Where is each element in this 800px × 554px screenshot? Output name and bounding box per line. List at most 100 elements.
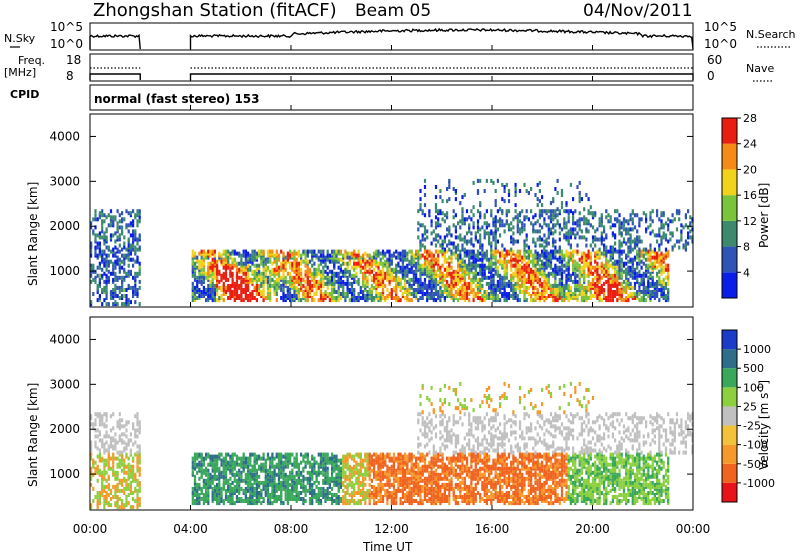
power-cell	[333, 281, 336, 286]
power-cell	[633, 237, 637, 242]
power-cell	[572, 211, 575, 216]
power-cell	[558, 209, 561, 214]
power-cell	[536, 203, 539, 208]
power-cell	[512, 263, 515, 268]
power-cell	[426, 261, 429, 266]
power-cell	[235, 261, 239, 266]
power-cell	[90, 263, 93, 268]
power-cell	[574, 209, 577, 214]
power-cell	[638, 247, 641, 252]
power-cell	[457, 298, 460, 303]
power-cell	[684, 239, 687, 244]
power-cell	[191, 298, 194, 303]
power-cell	[567, 257, 570, 262]
velocity-cell	[200, 470, 203, 475]
power-cell	[638, 273, 641, 278]
power-cell	[423, 225, 427, 230]
velocity-cell	[244, 491, 247, 495]
velocity-cell	[136, 503, 139, 508]
power-cell	[488, 257, 491, 262]
power-cell	[222, 288, 225, 292]
power-cell	[441, 290, 444, 294]
power-cell	[587, 271, 590, 276]
velocity-cell	[224, 478, 228, 483]
power-cell	[483, 229, 486, 234]
power-cell	[625, 285, 628, 290]
power-cell	[565, 235, 568, 240]
velocity-cell	[229, 499, 232, 503]
power-cell	[507, 225, 511, 230]
power-cell	[527, 267, 530, 272]
power-cell	[251, 277, 254, 282]
power-cell	[441, 217, 444, 222]
power-cell	[392, 288, 396, 292]
power-cell	[631, 257, 634, 262]
power-cell	[633, 225, 637, 230]
power-cell	[114, 288, 117, 292]
power-cell	[231, 290, 234, 294]
power-cell	[439, 195, 442, 200]
power-cell	[253, 257, 256, 262]
velocity-cell	[253, 486, 256, 491]
power-cell	[333, 257, 336, 262]
power-cell	[410, 261, 413, 266]
colorbar-tick-label: 8	[743, 241, 750, 254]
power-cell	[213, 257, 216, 262]
power-cell	[123, 235, 126, 240]
power-cell	[421, 288, 424, 292]
power-cell	[233, 281, 236, 286]
power-cell	[622, 227, 626, 232]
power-cell	[496, 239, 499, 244]
power-cell	[510, 281, 513, 286]
power-cell	[370, 277, 373, 282]
power-cell	[565, 231, 568, 236]
power-cell	[103, 279, 106, 284]
power-cell	[636, 213, 639, 218]
power-cell	[94, 209, 97, 214]
power-cell	[567, 298, 570, 303]
power-cell	[397, 261, 400, 266]
velocity-cell	[193, 501, 197, 506]
power-cell	[658, 298, 661, 303]
power-cell	[134, 277, 137, 282]
power-cell	[558, 296, 561, 300]
power-cell	[262, 279, 265, 284]
power-cell	[98, 241, 101, 246]
power-cell	[271, 283, 274, 288]
velocity-cell	[125, 470, 128, 475]
power-cell	[627, 269, 630, 274]
power-cell	[370, 255, 373, 260]
power-cell	[247, 285, 250, 290]
power-cell	[527, 292, 530, 296]
power-cell	[534, 267, 537, 272]
power-cell	[505, 281, 508, 286]
power-cell	[454, 197, 457, 202]
power-cell	[220, 259, 223, 264]
power-cell	[463, 292, 466, 296]
velocity-cell	[103, 495, 106, 499]
power-cell	[350, 281, 354, 286]
power-cell	[346, 292, 349, 296]
power-cell	[196, 255, 199, 260]
power-cell	[490, 259, 493, 264]
power-cell	[443, 235, 446, 240]
power-cell	[543, 247, 546, 252]
power-cell	[530, 273, 533, 278]
power-cell	[547, 231, 550, 236]
power-cell	[543, 275, 546, 280]
power-cell	[328, 292, 331, 296]
power-cell	[452, 251, 455, 256]
power-cell	[576, 223, 579, 228]
power-cell	[633, 281, 637, 286]
velocity-cell	[255, 474, 258, 479]
velocity-cell	[107, 501, 110, 506]
velocity-cell	[247, 501, 250, 506]
power-cell	[543, 288, 546, 292]
power-cell	[598, 265, 601, 270]
power-cell	[198, 259, 201, 264]
velocity-cell	[118, 464, 121, 469]
power-cell	[118, 243, 121, 248]
power-cell	[434, 209, 438, 214]
power-cell	[355, 253, 358, 258]
nsky-tick-top: 10^5	[50, 20, 83, 34]
